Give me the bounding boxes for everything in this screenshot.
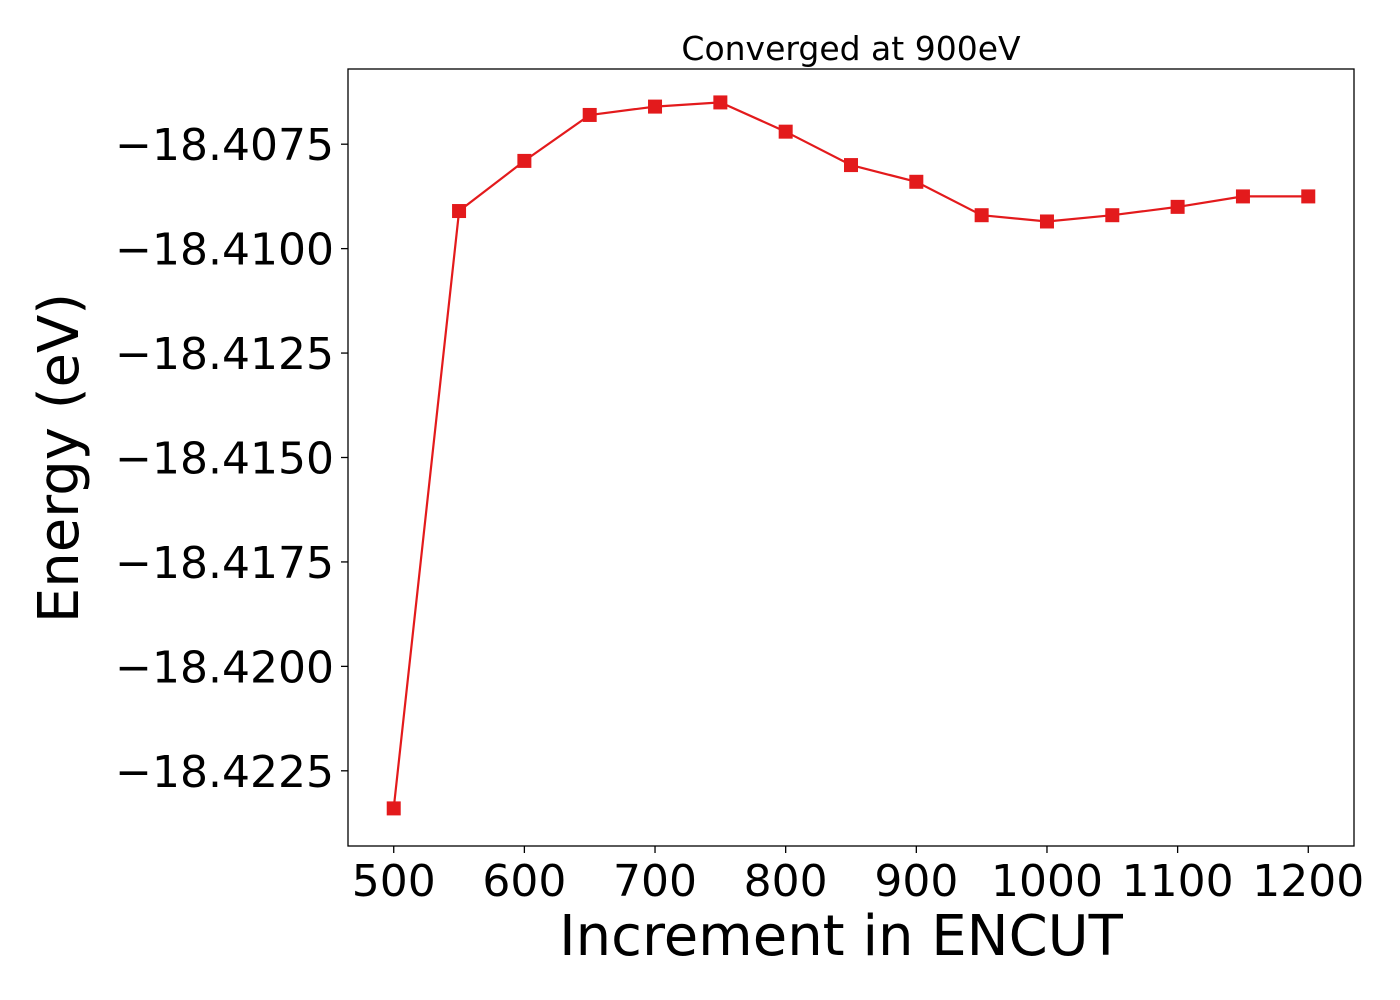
data-point-marker [648,99,663,114]
y-tick-label: −18.4200 [115,642,334,693]
y-tick-label: −18.4175 [115,538,334,589]
x-axis: 500 600 700 800 900 1000 1100 1200 [352,846,1364,907]
data-point-marker [909,174,924,189]
x-tick-label: 1100 [1122,856,1234,907]
x-tick-label: 900 [874,856,958,907]
x-tick-label: 700 [613,856,697,907]
data-point-marker [582,107,597,122]
y-axis-title: Energy (eV) [27,293,92,623]
plot-area-frame [347,68,1355,847]
y-tick-label: −18.4100 [115,225,334,276]
data-point-marker [1235,189,1250,204]
data-point-marker [452,204,467,219]
data-point-marker [517,153,532,168]
data-point-marker [1301,189,1316,204]
data-point-marker [1170,199,1185,214]
x-tick-label: 500 [352,856,436,907]
x-tick-label: 1000 [991,856,1103,907]
data-point-marker [713,95,728,110]
x-tick-label: 800 [744,856,828,907]
y-tick-label: −18.4125 [115,329,334,380]
x-tick-label: 1200 [1252,856,1364,907]
data-point-marker [386,801,401,816]
series-layer [386,95,1316,816]
y-tick-label: −18.4225 [115,747,334,798]
data-point-marker [1105,208,1120,223]
data-point-marker [844,158,858,173]
x-axis-title: Increment in ENCUT [559,904,1124,969]
chart-title: Converged at 900eV [681,29,1021,68]
x-tick-label: 600 [482,856,566,907]
data-point-marker [974,208,989,223]
data-point-marker [778,124,793,139]
y-axis: −18.4075 −18.4100 −18.4125 −18.4150 −18.4175… [115,120,348,798]
y-tick-label: −18.4075 [115,120,334,171]
y-tick-label: −18.4150 [115,434,334,485]
data-point-marker [1039,214,1054,229]
